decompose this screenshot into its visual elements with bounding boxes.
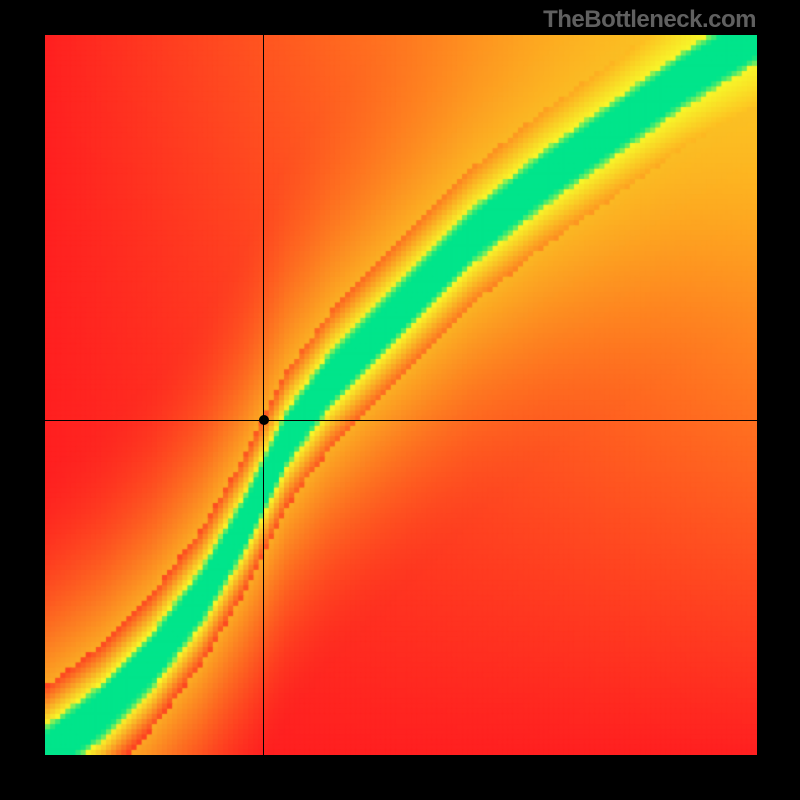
crosshair-vertical [263, 35, 264, 755]
bottleneck-heatmap [45, 35, 757, 755]
crosshair-horizontal [45, 420, 757, 421]
watermark-text: TheBottleneck.com [0, 6, 756, 34]
chart-container: TheBottleneck.com [0, 0, 800, 800]
selection-marker [259, 415, 269, 425]
